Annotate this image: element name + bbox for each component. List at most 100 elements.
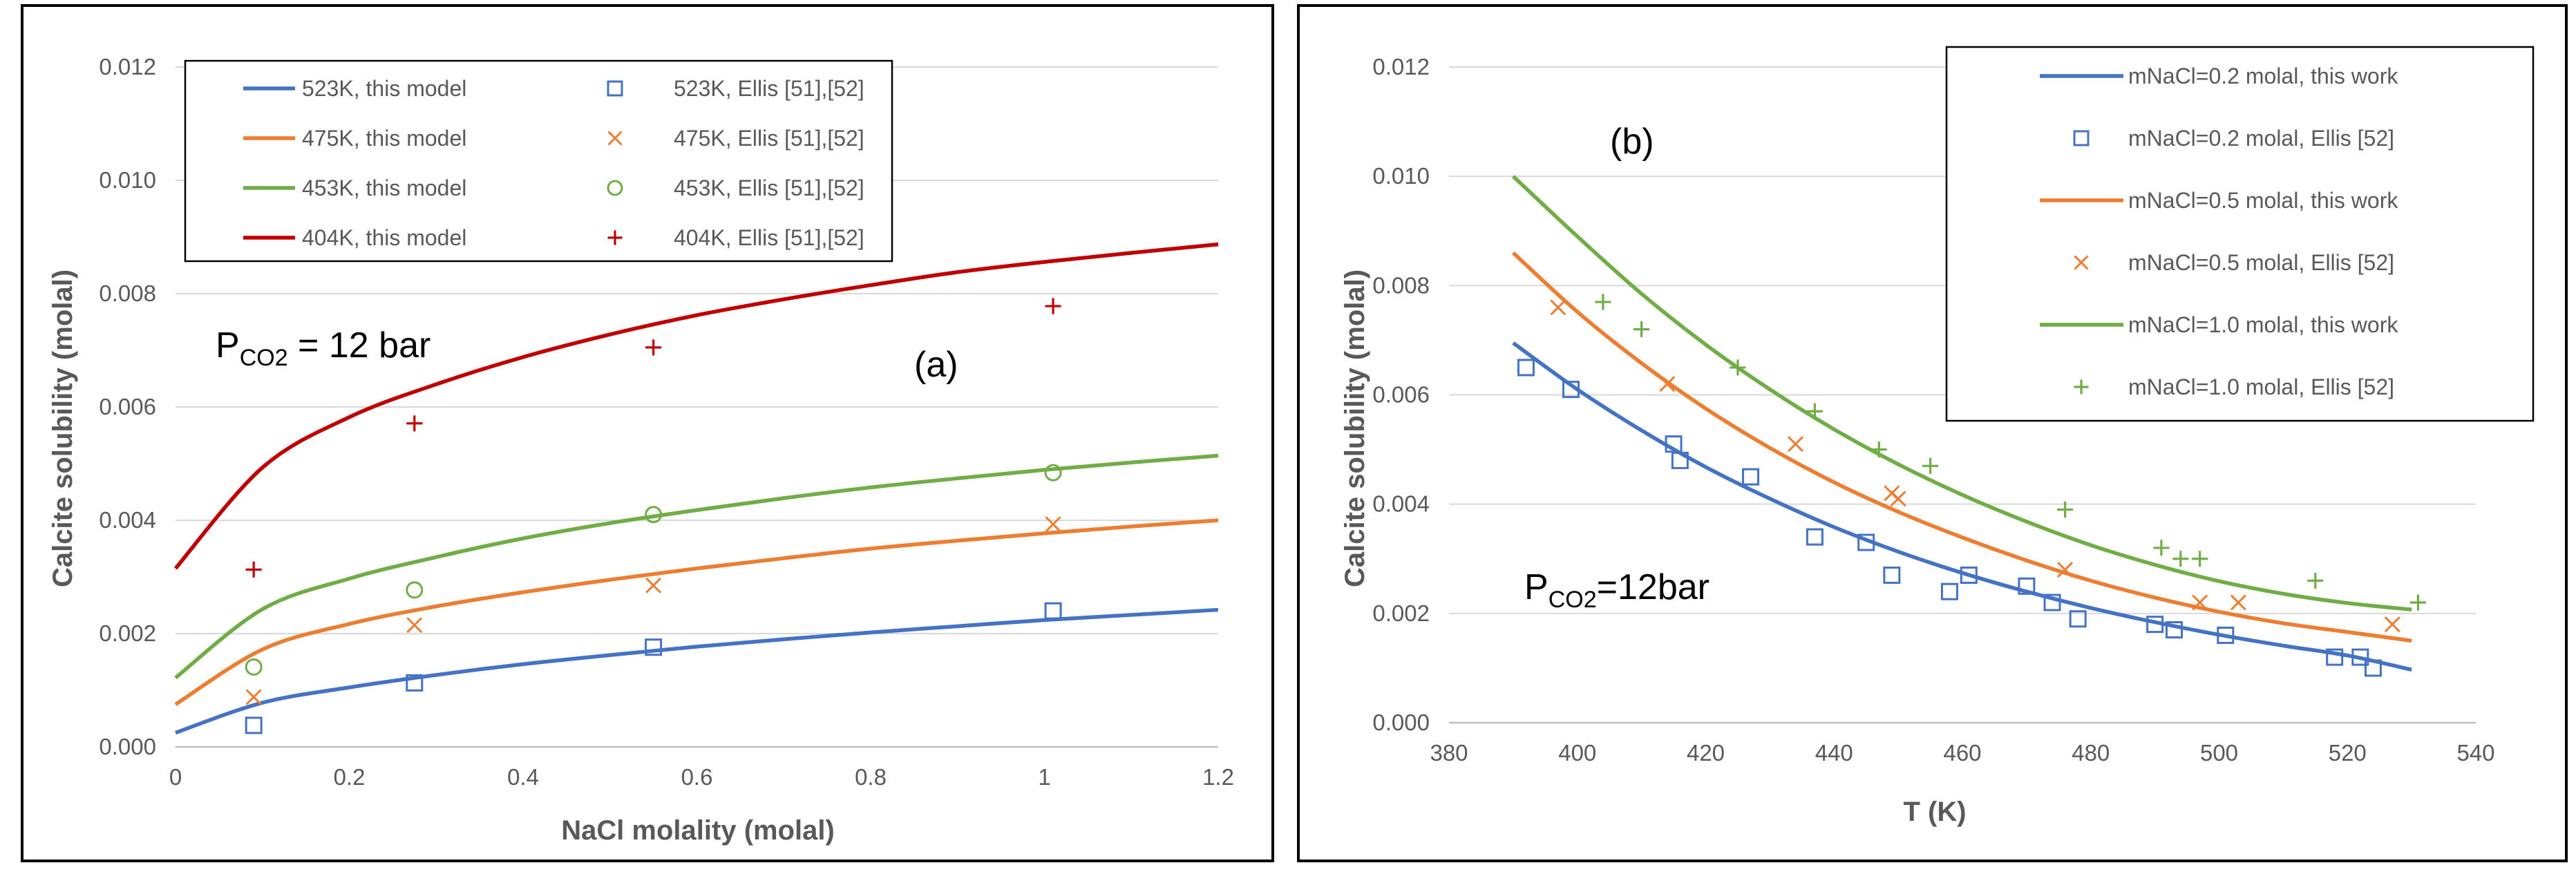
chart-a-legend-label: 453K, this model	[302, 175, 466, 200]
chart-b-annotation-suffix: =12bar	[1597, 567, 1710, 607]
chart-b-legend: mNaCl=0.2 molal, this work mNaCl=0.2 mola…	[2040, 64, 2398, 399]
chart-a-series-line-1	[174, 518, 1219, 706]
chart-a-model-lines	[173, 242, 1219, 735]
chart-b-x-tick-label: 540	[2456, 740, 2494, 766]
chart-b-data-point	[1671, 451, 1689, 469]
chart-b-data-point	[1883, 566, 1901, 584]
chart-a-legend: 523K, this model 523K, Ellis [51],[52] 475…	[243, 76, 864, 250]
chart-a-legend-label: 453K, Ellis [51],[52]	[674, 175, 864, 200]
chart-a-x-tick-label: 0	[169, 764, 182, 790]
chart-b-legend-swatch-marker	[2074, 379, 2089, 395]
chart-b-x-tick-label: 460	[1943, 740, 1981, 766]
chart-a-x-tick-labels: 0 0.2 0.4 0.6 0.8 1 1.2	[169, 764, 1234, 790]
chart-b-data-point	[2057, 562, 2074, 578]
chart-a-legend-label: 475K, Ellis [51],[52]	[674, 126, 864, 151]
chart-b-data-point	[2192, 594, 2208, 611]
chart-a-panel-label: (a)	[914, 345, 958, 385]
chart-b-annotation-prefix: P	[1524, 567, 1549, 607]
chart-a-legend-box	[184, 59, 893, 263]
chart-a-y-axis-title: Calcite solubility (molal)	[48, 269, 78, 587]
chart-b-data-point	[1806, 528, 1824, 546]
chart-b-legend-label: mNaCl=0.5 molal, Ellis [52]	[2128, 250, 2394, 275]
chart-b-data-point	[1890, 491, 1906, 507]
chart-b-data-point	[2351, 648, 2369, 666]
chart-b-data-point	[2384, 616, 2400, 633]
chart-b-data-point	[1659, 376, 1676, 392]
chart-panel-b: 0.000 0.002 0.004 0.006 0.008 0.010 0.012 380 4…	[1297, 4, 2568, 862]
chart-b-x-axis-title: T (K)	[1903, 797, 1966, 827]
chart-b-data-point	[1665, 435, 1683, 453]
chart-a-y-tick-label: 0.000	[99, 734, 156, 759]
chart-a-legend-label: 523K, this model	[302, 76, 466, 101]
chart-b-data-point	[1806, 403, 1823, 419]
chart-b-legend-label: mNaCl=0.5 molal, this work	[2128, 188, 2398, 213]
chart-a-y-tick-labels: 0.000 0.002 0.004 0.006 0.008 0.010 0.012	[99, 54, 156, 759]
chart-a-x-axis-title: NaCl molality (molal)	[561, 815, 835, 846]
chart-b-x-tick-label: 420	[1687, 740, 1725, 766]
chart-panel-a: 0.000 0.002 0.004 0.006 0.008 0.010 0.012 0 0.2…	[21, 4, 1274, 862]
chart-a-data-point	[1044, 602, 1062, 620]
chart-a-y-tick-label: 0.008	[99, 281, 156, 306]
chart-a-y-tick-label: 0.006	[99, 394, 156, 419]
chart-b-data-point	[2043, 594, 2061, 611]
chart-b-data-point	[2172, 551, 2189, 567]
chart-a-legend-label: 404K, this model	[302, 225, 466, 250]
chart-b-data-point	[1562, 381, 1580, 399]
chart-a-annotation-prefix: P	[216, 325, 240, 366]
chart-b-data-point	[2057, 502, 2074, 518]
chart-b-y-tick-label: 0.002	[1372, 600, 1430, 626]
chart-b-legend-label: mNaCl=0.2 molal, this work	[2128, 64, 2398, 88]
chart-b-data-point	[2307, 572, 2324, 589]
chart-b-legend-label: mNaCl=1.0 molal, this work	[2128, 312, 2398, 337]
chart-a-annotation-subscript: CO2	[240, 345, 288, 371]
chart-a-legend-label: 404K, Ellis [51],[52]	[674, 225, 864, 250]
chart-b-data-point	[1857, 533, 1875, 551]
chart-a-data-point	[1045, 298, 1061, 314]
chart-a-x-tick-label: 0.2	[334, 764, 366, 790]
chart-b-x-tick-labels: 380 400 420 440 460 480 500 520 540	[1430, 740, 2494, 766]
chart-b-legend-swatch-marker	[2073, 130, 2090, 146]
chart-b-y-axis-title: Calcite solubility (molal)	[1340, 269, 1370, 587]
chart-a-series-line-0	[175, 607, 1219, 735]
chart-a-x-tick-label: 0.6	[681, 764, 713, 790]
chart-b-series-line-4	[1511, 175, 2412, 612]
chart-a-data-point	[245, 561, 262, 578]
chart-b-data-point	[2153, 540, 2170, 556]
chart-b-data-point	[2230, 594, 2246, 611]
chart-b-x-tick-label: 440	[1815, 740, 1853, 766]
chart-b-x-tick-label: 380	[1430, 740, 1468, 766]
chart-a-data-point	[645, 339, 662, 356]
chart-b-data-point	[2018, 577, 2036, 595]
chart-a-data-point	[406, 415, 423, 432]
chart-b-legend-swatch-marker	[2074, 255, 2089, 270]
chart-b-y-tick-labels: 0.000 0.002 0.004 0.006 0.008 0.010 0.012	[1372, 54, 1430, 735]
chart-a-data-point	[245, 717, 263, 734]
chart-b-data-point	[1550, 299, 1566, 316]
chart-b-data-markers	[1517, 294, 2426, 677]
chart-a-pressure-annotation: PCO2 = 12 bar	[216, 325, 430, 371]
chart-a-data-point	[1044, 464, 1062, 482]
chart-a-data-point	[406, 674, 424, 692]
chart-b-data-point	[1871, 442, 1887, 458]
chart-b-data-point	[2146, 616, 2164, 634]
chart-a-x-tick-label: 1.2	[1202, 764, 1234, 790]
chart-b-data-point	[1940, 582, 1958, 600]
chart-b-data-point	[2165, 621, 2183, 639]
chart-b-legend-label: mNaCl=1.0 molal, Ellis [52]	[2128, 374, 2394, 399]
chart-a-x-tick-label: 0.4	[507, 764, 539, 790]
chart-b-data-point	[2192, 551, 2208, 567]
chart-b-data-point	[1633, 321, 1650, 338]
chart-a-y-tick-label: 0.012	[99, 54, 156, 79]
chart-b-y-tick-label: 0.000	[1372, 710, 1430, 735]
chart-a-legend-swatch-marker	[607, 131, 623, 146]
chart-a-data-point	[245, 689, 262, 705]
chart-b-y-tick-label: 0.008	[1372, 272, 1430, 298]
chart-b-legend-box	[1945, 46, 2535, 422]
chart-a-x-tick-label: 0.8	[855, 764, 887, 790]
chart-a-data-point	[645, 506, 663, 524]
chart-a-data-point	[1045, 516, 1061, 533]
chart-b-y-tick-label: 0.010	[1372, 163, 1430, 189]
chart-b-data-point	[1788, 436, 1804, 453]
chart-b-panel-label: (b)	[1610, 122, 1654, 162]
